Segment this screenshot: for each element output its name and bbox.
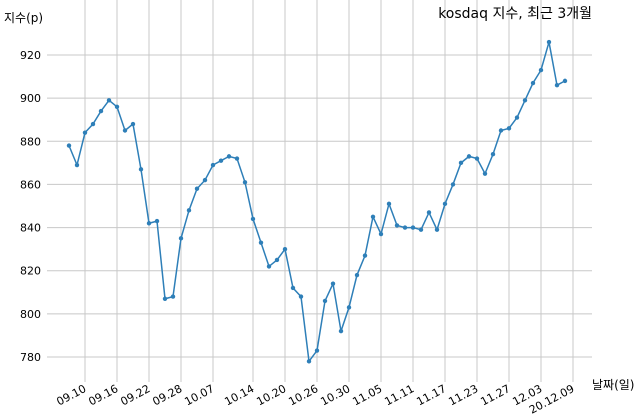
y-tick-label: 800 xyxy=(20,308,41,321)
data-point xyxy=(362,253,368,258)
y-tick-label: 900 xyxy=(20,92,41,105)
x-tick-label: 11.27 xyxy=(478,382,512,408)
data-point xyxy=(130,121,136,127)
chart-title: kosdaq 지수, 최근 3개월 xyxy=(438,6,592,22)
data-point xyxy=(522,98,528,103)
data-point xyxy=(378,231,384,237)
data-point xyxy=(210,162,216,168)
data-point xyxy=(562,78,568,84)
data-point xyxy=(418,227,424,232)
x-tick-label: 09.22 xyxy=(118,382,152,408)
y-tick-label: 780 xyxy=(20,351,41,364)
x-tick-label: 11.11 xyxy=(382,382,416,408)
data-point xyxy=(338,328,344,334)
data-point xyxy=(162,296,168,301)
y-tick-label: 820 xyxy=(20,265,41,278)
series-layer xyxy=(66,39,568,364)
y-tick-label: 840 xyxy=(20,222,41,235)
data-point xyxy=(490,152,496,157)
data-point xyxy=(466,154,472,159)
x-tick-label: 11.17 xyxy=(414,382,448,408)
data-point xyxy=(314,348,320,353)
data-point xyxy=(98,108,104,114)
data-point xyxy=(354,272,360,278)
x-tick-label: 10.20 xyxy=(254,382,288,408)
x-tick-label: 10.14 xyxy=(222,382,256,408)
data-point xyxy=(218,158,224,163)
data-point xyxy=(426,210,432,215)
data-point xyxy=(538,67,544,73)
x-tick-label: 11.05 xyxy=(350,382,384,408)
data-point xyxy=(66,143,72,148)
data-point xyxy=(394,223,400,228)
data-point xyxy=(170,294,176,299)
data-point xyxy=(450,182,456,187)
data-point xyxy=(410,225,416,230)
data-point xyxy=(90,121,96,127)
data-point xyxy=(178,236,184,241)
data-point xyxy=(274,257,280,263)
data-point xyxy=(266,264,272,269)
data-point xyxy=(402,225,408,230)
x-tick-label: 09.28 xyxy=(150,382,184,408)
data-point xyxy=(106,98,112,103)
data-point xyxy=(514,115,520,120)
data-point xyxy=(242,180,248,185)
data-point xyxy=(386,201,392,207)
data-point xyxy=(138,167,144,172)
data-point xyxy=(554,83,560,88)
y-tick-label: 920 xyxy=(20,49,41,62)
data-point xyxy=(194,186,200,191)
data-point xyxy=(330,281,336,286)
data-point xyxy=(434,227,440,232)
data-point xyxy=(322,298,328,304)
data-point xyxy=(482,171,488,176)
data-point xyxy=(202,177,208,183)
y-tick-label: 860 xyxy=(20,178,41,191)
data-point xyxy=(258,240,264,245)
data-point xyxy=(186,208,192,213)
data-point xyxy=(306,359,312,364)
data-point xyxy=(546,39,552,45)
data-point xyxy=(226,154,232,159)
grid-lines xyxy=(47,0,592,382)
data-point xyxy=(146,221,152,226)
y-tick-labels: 780 800 820 840 860 880 900 920 xyxy=(20,49,41,364)
y-tick-label: 880 xyxy=(20,135,41,148)
data-point xyxy=(290,285,296,291)
x-tick-label: 11.23 xyxy=(446,382,480,408)
y-axis-label: 지수(p) xyxy=(4,11,43,25)
data-point xyxy=(82,130,88,135)
data-point xyxy=(506,126,512,131)
data-point xyxy=(250,216,256,222)
data-point xyxy=(114,104,120,109)
data-point xyxy=(74,162,80,168)
x-tick-label: 10.30 xyxy=(318,382,352,408)
data-point xyxy=(122,128,128,133)
x-tick-label: 09.10 xyxy=(54,382,88,408)
data-point xyxy=(282,246,288,252)
data-point xyxy=(474,156,480,161)
x-tick-label: 10.07 xyxy=(182,382,216,408)
x-tick-label: 10.26 xyxy=(286,382,320,408)
data-point xyxy=(370,214,376,219)
data-point xyxy=(458,160,464,166)
x-axis-label: 날짜(일) xyxy=(592,378,634,392)
data-point xyxy=(346,305,352,310)
x-tick-label: 09.16 xyxy=(86,382,120,408)
data-point xyxy=(154,218,160,224)
data-point xyxy=(442,201,448,207)
data-point xyxy=(234,156,240,161)
data-point xyxy=(530,80,536,86)
data-point xyxy=(298,294,304,299)
data-point xyxy=(498,128,504,133)
